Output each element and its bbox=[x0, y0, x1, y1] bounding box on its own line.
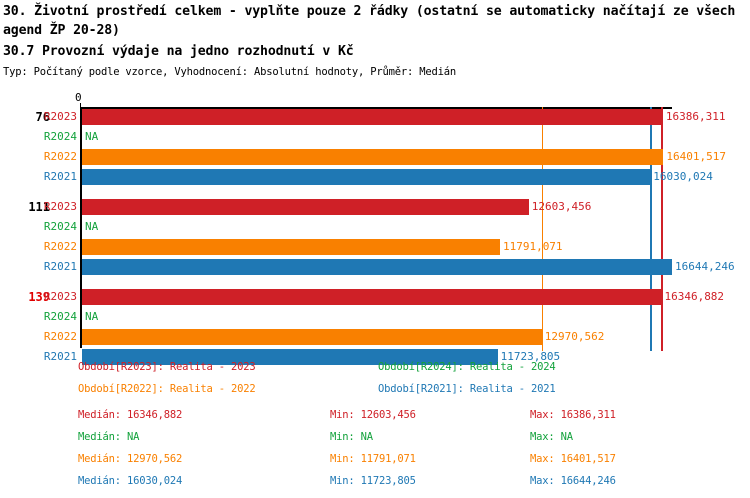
axis-zero-label: 0 bbox=[75, 91, 82, 104]
stat-min: Min: NA bbox=[330, 431, 373, 443]
stat-median: Medián: 16346,882 bbox=[78, 409, 183, 421]
bar-row: R2024 NA bbox=[0, 309, 750, 325]
bar-chart-plot: 0 76 R2023 16386,311 R2024 NA R2022 16401,517 R… bbox=[0, 91, 750, 365]
stat-median: Medián: NA bbox=[78, 431, 140, 443]
page-title: 30. Životní prostředí celkem - vyplňte p… bbox=[3, 4, 744, 38]
bar-value-label: NA bbox=[85, 130, 99, 143]
bar-value-label: 12970,562 bbox=[544, 330, 605, 343]
stat-min: Min: 11723,805 bbox=[330, 475, 416, 487]
bar-row: R2022 11791,071 bbox=[0, 239, 750, 255]
series-label-r2023[interactable]: R2023 bbox=[43, 200, 77, 213]
bar-row: 139 R2023 16346,882 bbox=[0, 289, 750, 305]
bar-row: R2024 NA bbox=[0, 219, 750, 235]
bar-r2022[interactable] bbox=[82, 329, 542, 345]
group-label-111: 111 bbox=[28, 200, 50, 214]
series-label-r2024[interactable]: R2024 bbox=[43, 220, 77, 233]
bar-row: 111 R2023 12603,456 bbox=[0, 199, 750, 215]
bar-value-label: 11723,805 bbox=[500, 350, 561, 363]
median-line-r2022 bbox=[541, 107, 544, 351]
chart-stats-table: Medián: 16346,882 Min: 12603,456 Max: 1638… bbox=[0, 408, 750, 494]
series-label-r2022[interactable]: R2022 bbox=[43, 150, 77, 163]
bar-r2023[interactable] bbox=[82, 289, 662, 305]
stat-max: Max: 16386,311 bbox=[530, 409, 616, 421]
legend-item[interactable]: Období[R2021]: Realita - 2021 bbox=[378, 383, 556, 395]
median-line-r2021 bbox=[650, 107, 652, 351]
bar-row: R2024 NA bbox=[0, 129, 750, 145]
bar-row: 76 R2023 16386,311 bbox=[0, 109, 750, 125]
y-axis-line bbox=[80, 107, 82, 348]
bar-value-label: 16386,311 bbox=[665, 110, 726, 123]
bar-r2023[interactable] bbox=[82, 109, 663, 125]
group-label-139: 139 bbox=[28, 290, 50, 304]
stat-max: Max: 16401,517 bbox=[530, 453, 616, 465]
bar-row: R2021 16644,246 bbox=[0, 259, 750, 275]
bar-value-label: 16401,517 bbox=[666, 150, 726, 163]
bar-row: R2021 16030,024 bbox=[0, 169, 750, 185]
series-label-r2021[interactable]: R2021 bbox=[43, 170, 77, 183]
bar-row: R2021 11723,805 bbox=[0, 349, 750, 365]
series-label-r2022[interactable]: R2022 bbox=[43, 240, 77, 253]
legend-item[interactable]: Období[R2023]: Realita - 2023 bbox=[78, 361, 256, 373]
bar-value-label: 16030,024 bbox=[653, 170, 713, 183]
median-line-r2023 bbox=[661, 107, 663, 351]
bar-row: R2022 16401,517 bbox=[0, 149, 750, 165]
group-label-76: 76 bbox=[35, 110, 50, 124]
plot-top-rule bbox=[80, 107, 672, 109]
chart-legend: Období[R2023]: Realita - 2023 Období[R202… bbox=[0, 360, 750, 400]
bar-value-label: 16644,246 bbox=[675, 260, 735, 273]
bar-value-label: 11791,071 bbox=[502, 240, 563, 253]
bar-r2021[interactable] bbox=[82, 349, 498, 365]
page-subtitle: 30.7 Provozní výdaje na jedno rozhodnutí… bbox=[3, 44, 354, 59]
axis-zero-tick bbox=[80, 103, 81, 109]
bar-r2021[interactable] bbox=[82, 259, 672, 275]
series-label-r2021[interactable]: R2021 bbox=[43, 260, 77, 273]
series-label-r2023[interactable]: R2023 bbox=[43, 110, 77, 123]
stat-min: Min: 12603,456 bbox=[330, 409, 416, 421]
bar-r2023[interactable] bbox=[82, 199, 529, 215]
series-label-r2023[interactable]: R2023 bbox=[43, 290, 77, 303]
legend-item[interactable]: Období[R2024]: Realita - 2024 bbox=[378, 361, 556, 373]
stat-min: Min: 11791,071 bbox=[330, 453, 416, 465]
bar-row: R2022 12970,562 bbox=[0, 329, 750, 345]
bar-value-label: NA bbox=[85, 310, 99, 323]
series-label-r2024[interactable]: R2024 bbox=[43, 130, 77, 143]
bar-value-label: 16346,882 bbox=[664, 290, 725, 303]
bar-value-label: NA bbox=[85, 220, 99, 233]
stat-median: Medián: 16030,024 bbox=[78, 475, 183, 487]
series-label-r2021[interactable]: R2021 bbox=[43, 350, 77, 363]
stat-max: Max: 16644,246 bbox=[530, 475, 616, 487]
stat-max: Max: NA bbox=[530, 431, 573, 443]
series-label-r2022[interactable]: R2022 bbox=[43, 330, 77, 343]
chart-type-line: Typ: Počítaný podle vzorce, Vyhodnocení:… bbox=[3, 66, 456, 78]
stat-median: Medián: 12970,562 bbox=[78, 453, 183, 465]
bar-r2021[interactable] bbox=[82, 169, 651, 185]
legend-item[interactable]: Období[R2022]: Realita - 2022 bbox=[78, 383, 256, 395]
bar-r2022[interactable] bbox=[82, 239, 500, 255]
bar-value-label: 12603,456 bbox=[531, 200, 592, 213]
series-label-r2024[interactable]: R2024 bbox=[43, 310, 77, 323]
bar-r2022[interactable] bbox=[82, 149, 664, 165]
